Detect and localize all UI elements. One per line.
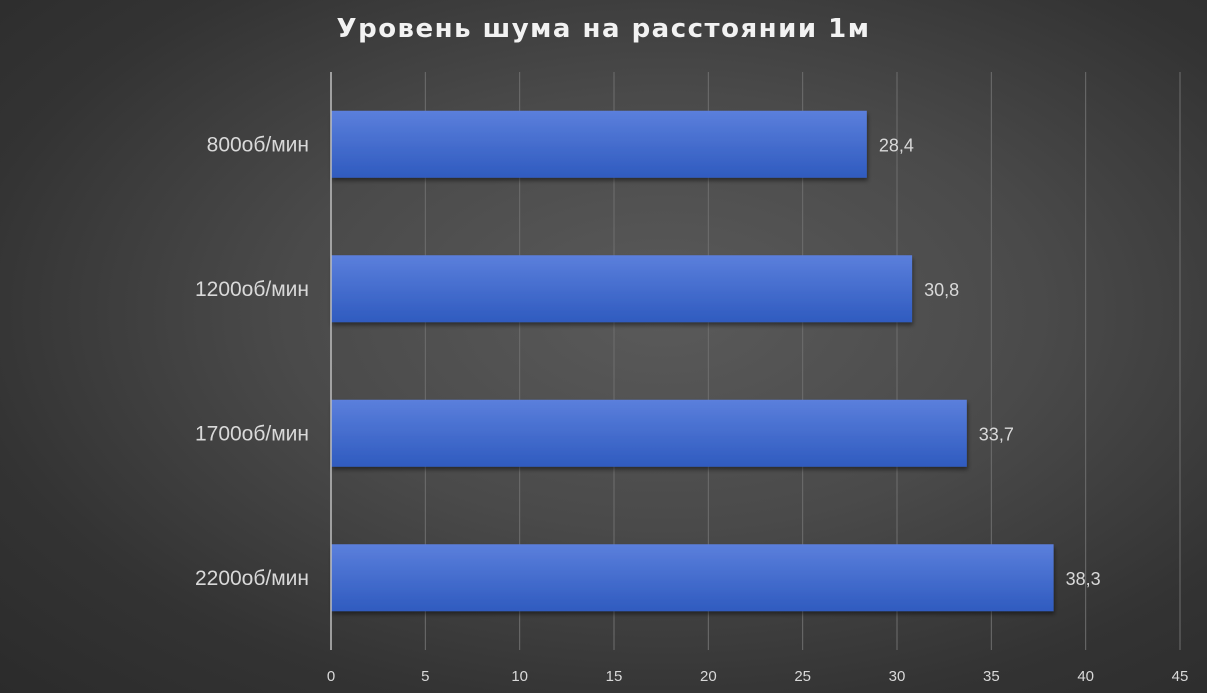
x-tick-label-10: 10 — [511, 668, 528, 685]
x-tick-label-5: 5 — [421, 668, 429, 685]
value-label-3: 38,3 — [1066, 569, 1101, 589]
x-tick-label-25: 25 — [794, 668, 811, 685]
value-label-2: 33,7 — [979, 424, 1014, 444]
x-tick-label-45: 45 — [1172, 668, 1189, 685]
category-label-1: 1200об/мин — [195, 278, 309, 301]
chart-title: Уровень шума на расстоянии 1м — [336, 14, 871, 44]
bar-0 — [331, 110, 867, 178]
bars — [331, 110, 1054, 612]
x-tick-label-30: 30 — [889, 668, 906, 685]
x-tick-label-0: 0 — [327, 668, 335, 685]
category-label-3: 2200об/мин — [195, 567, 309, 590]
bar-3 — [331, 544, 1054, 612]
x-tick-label-35: 35 — [983, 668, 1000, 685]
labels: 800об/мин 28,4 1200об/мин 30,8 1700об/мин 33,… — [195, 133, 1188, 685]
x-tick-label-15: 15 — [606, 668, 623, 685]
x-tick-label-20: 20 — [700, 668, 717, 685]
bar-2 — [331, 399, 967, 467]
category-label-0: 800об/мин — [207, 133, 309, 156]
value-label-0: 28,4 — [879, 135, 914, 155]
bar-1 — [331, 255, 913, 323]
x-tick-label-40: 40 — [1077, 668, 1094, 685]
value-label-1: 30,8 — [924, 280, 959, 300]
category-label-2: 1700об/мин — [195, 422, 309, 445]
